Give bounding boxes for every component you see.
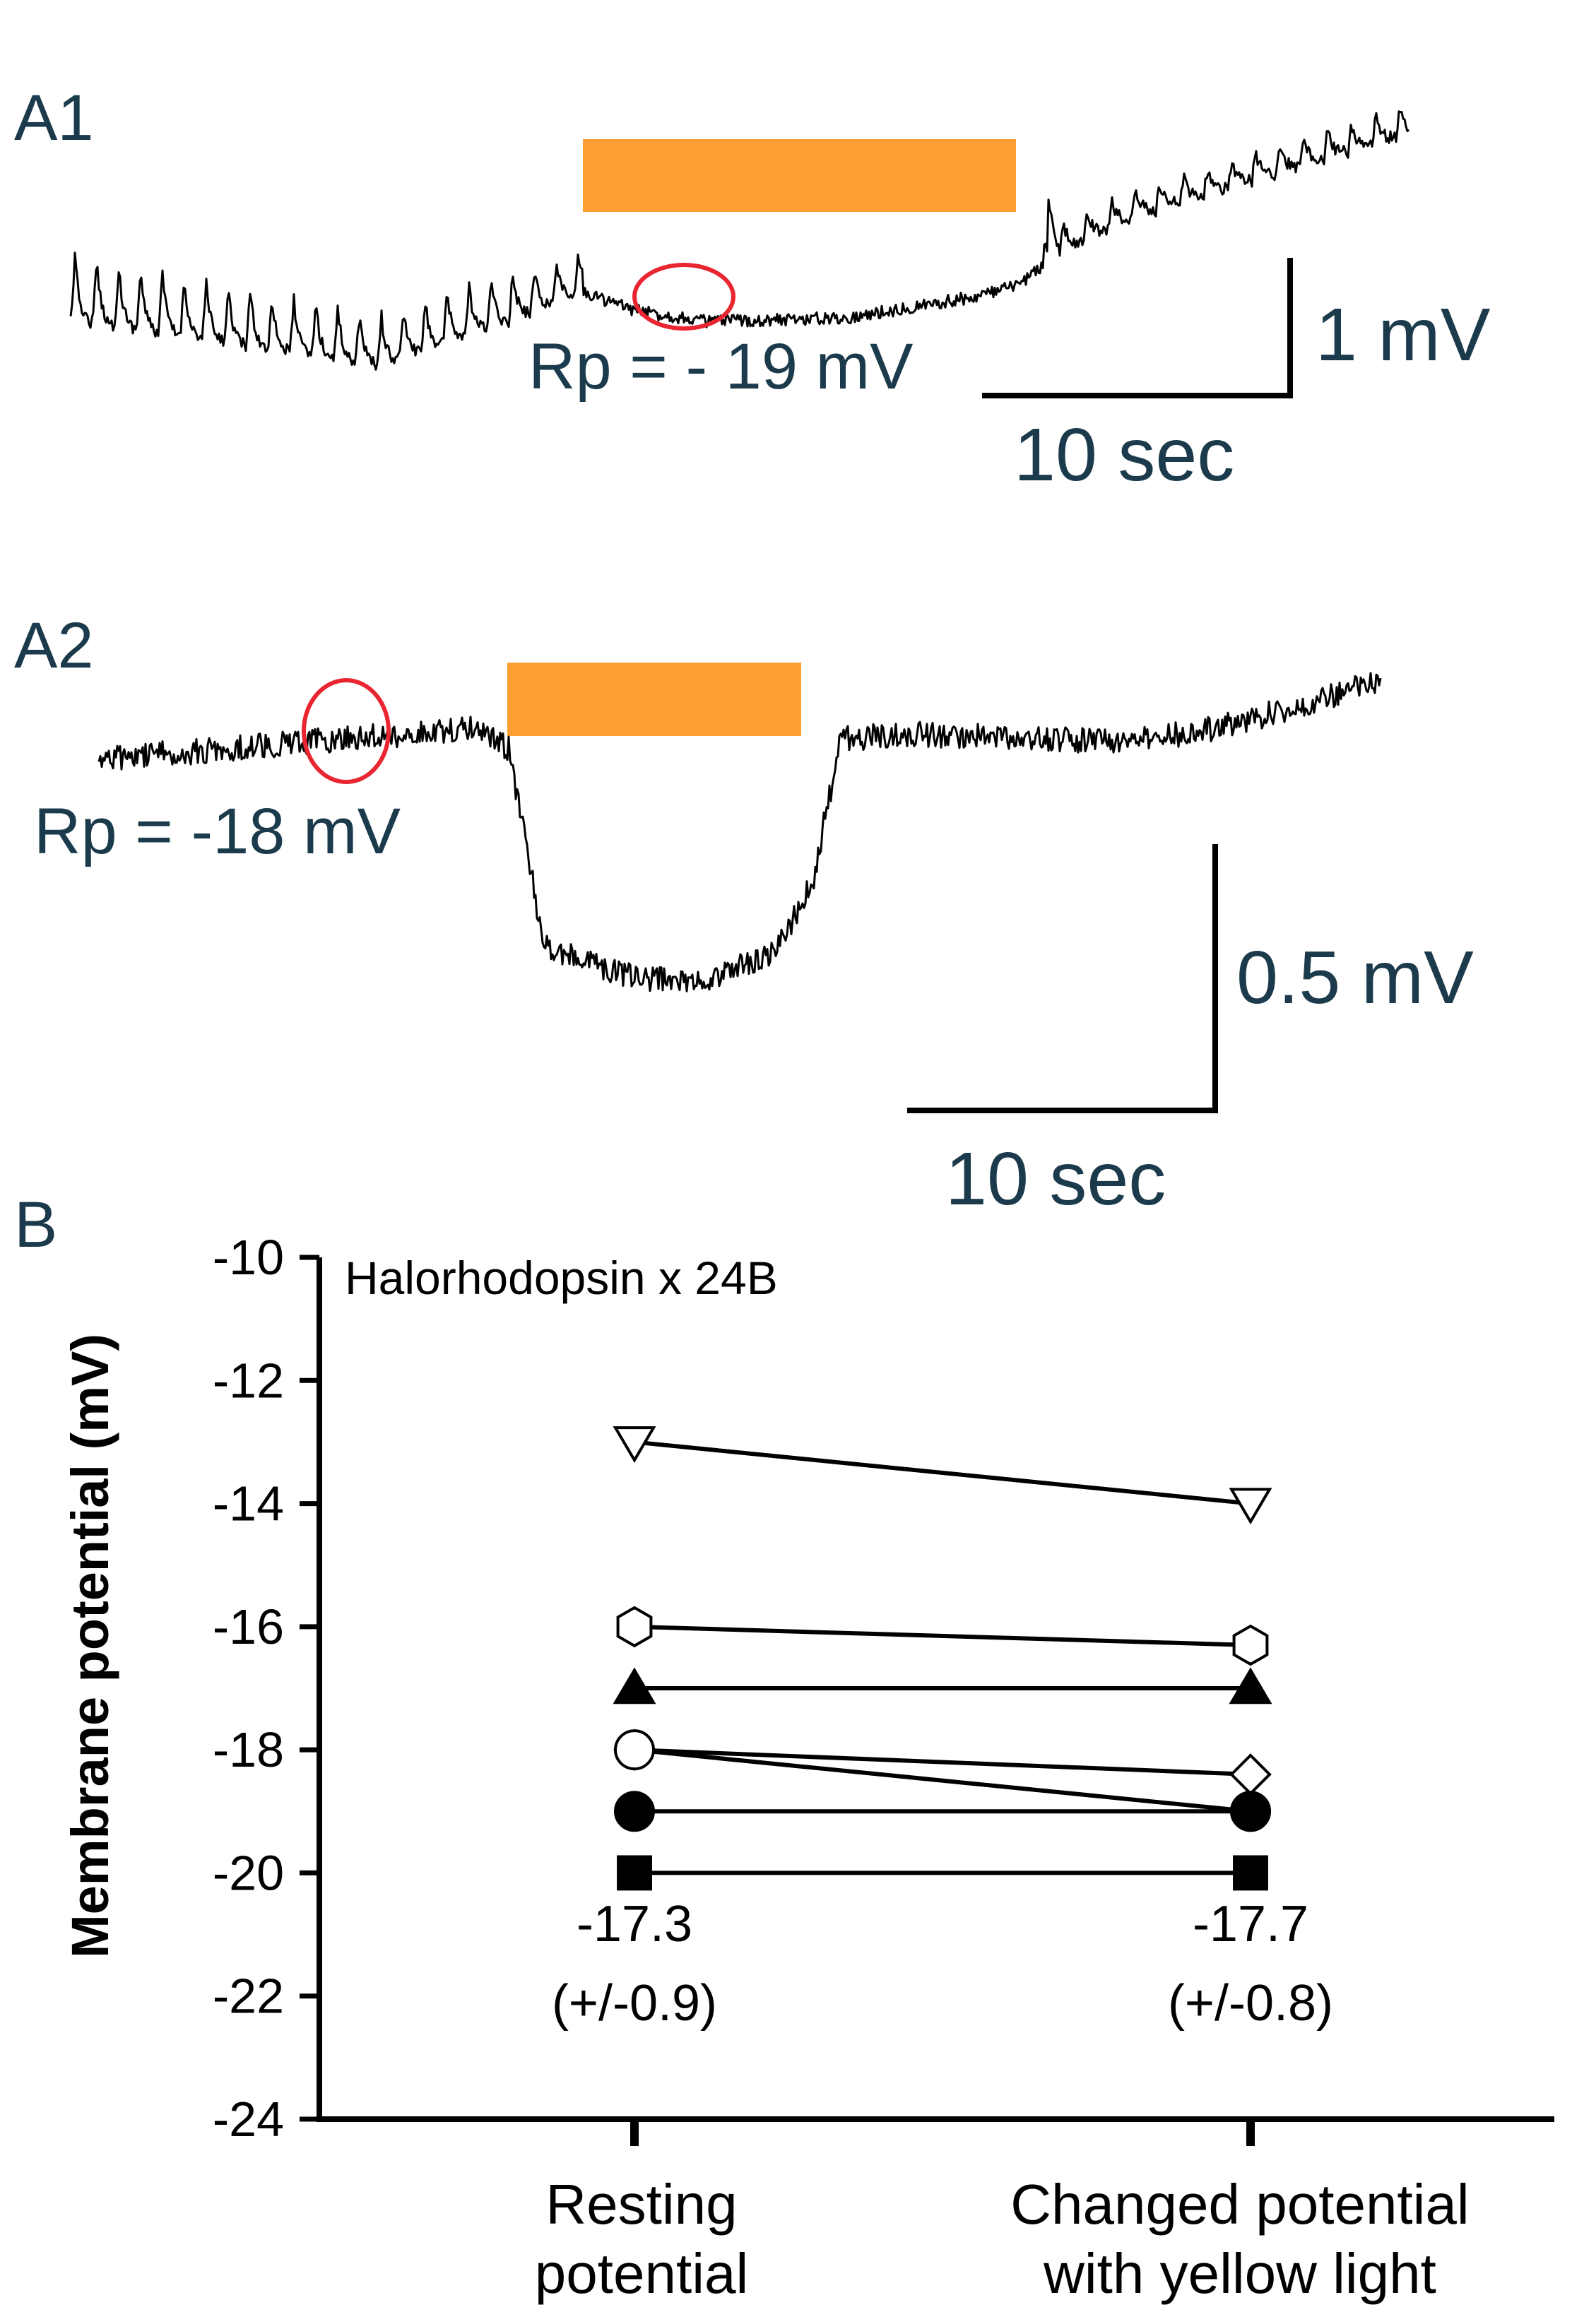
mean-value-label: -17.3: [577, 1896, 692, 1952]
x-category-label: Resting potential: [535, 2173, 748, 2305]
data-point-circle: [615, 1792, 654, 1830]
y-tick-label: -24: [213, 2092, 284, 2147]
x-category-label-line: with yellow light: [1043, 2242, 1436, 2305]
data-point-diamond: [1231, 1755, 1270, 1794]
a2-yellow-light-bar: [507, 663, 801, 736]
series-line: [634, 1627, 1251, 1645]
data-point-circle: [615, 1731, 654, 1769]
a1-scale-time-label: 10 sec: [1014, 413, 1234, 497]
x-category-label-line: Changed potential: [1010, 2173, 1469, 2236]
series-line: [634, 1442, 1251, 1503]
series-line: [634, 1750, 1251, 1811]
panel-b-label: B: [14, 1189, 57, 1261]
y-tick-label: -12: [213, 1353, 284, 1408]
a2-scale-bar: [907, 844, 1215, 1110]
y-axis-label: Membrane potential (mV): [61, 1334, 119, 1958]
series-cell-2: [618, 1608, 1267, 1664]
data-point-hexagon: [618, 1608, 651, 1646]
chart-x-labels: Resting potential Changed potential with ye…: [535, 2173, 1470, 2305]
chart-annotation: Halorhodopsin x 24B: [345, 1252, 778, 1304]
x-category-label-line: Resting: [545, 2173, 737, 2236]
data-point-circle: [1231, 1792, 1270, 1830]
panel-a2-label: A2: [14, 610, 94, 682]
a2-resting-potential-circle: [304, 680, 389, 782]
chart-means: -17.3 (+/-0.9) -17.7 (+/-0.8): [552, 1896, 1333, 2032]
y-tick-label: -10: [213, 1230, 284, 1285]
x-category-label-line: potential: [535, 2242, 748, 2305]
a1-rp-label: Rp = - 19 mV: [528, 331, 914, 403]
series-cell-7: [618, 1856, 1267, 1889]
y-tick-label: -22: [213, 1969, 284, 2024]
series-line: [634, 1750, 1251, 1774]
a1-yellow-light-bar: [583, 139, 1016, 212]
y-tick-label: -18: [213, 1722, 284, 1777]
panel-a2: A2 Rp = -18 mV 0.5 mV 10 sec: [14, 610, 1474, 1221]
mean-sem-label: (+/-0.8): [1168, 1975, 1333, 2032]
a1-scale-voltage-label: 1 mV: [1316, 293, 1491, 377]
series-cell-4: [615, 1731, 1270, 1794]
y-tick-label: -14: [213, 1476, 284, 1531]
a2-scale-voltage-label: 0.5 mV: [1236, 936, 1474, 1019]
chart-series: [615, 1428, 1270, 1889]
series-cell-1: [615, 1428, 1270, 1522]
mean-value-label: -17.7: [1193, 1896, 1308, 1952]
a2-rp-label: Rp = -18 mV: [34, 795, 401, 867]
series-cell-3: [615, 1670, 1270, 1702]
a2-scale-time-label: 10 sec: [945, 1137, 1166, 1221]
data-point-square: [618, 1856, 651, 1889]
figure: A1 Rp = - 19 mV 1 mV 10 sec A2 Rp = -18 …: [0, 0, 1572, 2324]
data-point-triangle-down: [1231, 1489, 1270, 1522]
data-point-square: [1234, 1856, 1267, 1889]
y-tick-label: -16: [213, 1599, 284, 1654]
data-point-hexagon: [1234, 1626, 1267, 1664]
x-category-label: Changed potential with yellow light: [1010, 2173, 1469, 2305]
panel-a1: A1 Rp = - 19 mV 1 mV 10 sec: [14, 82, 1491, 497]
mean-sem-label: (+/-0.9): [552, 1975, 717, 2032]
panel-a1-label: A1: [14, 82, 94, 154]
series-cell-6: [615, 1792, 1270, 1830]
series-cell-5: [615, 1731, 1270, 1830]
panel-b: B Halorhodopsin x 24B Membrane potential…: [14, 1189, 1554, 2305]
y-tick-label: -20: [213, 1845, 284, 1900]
